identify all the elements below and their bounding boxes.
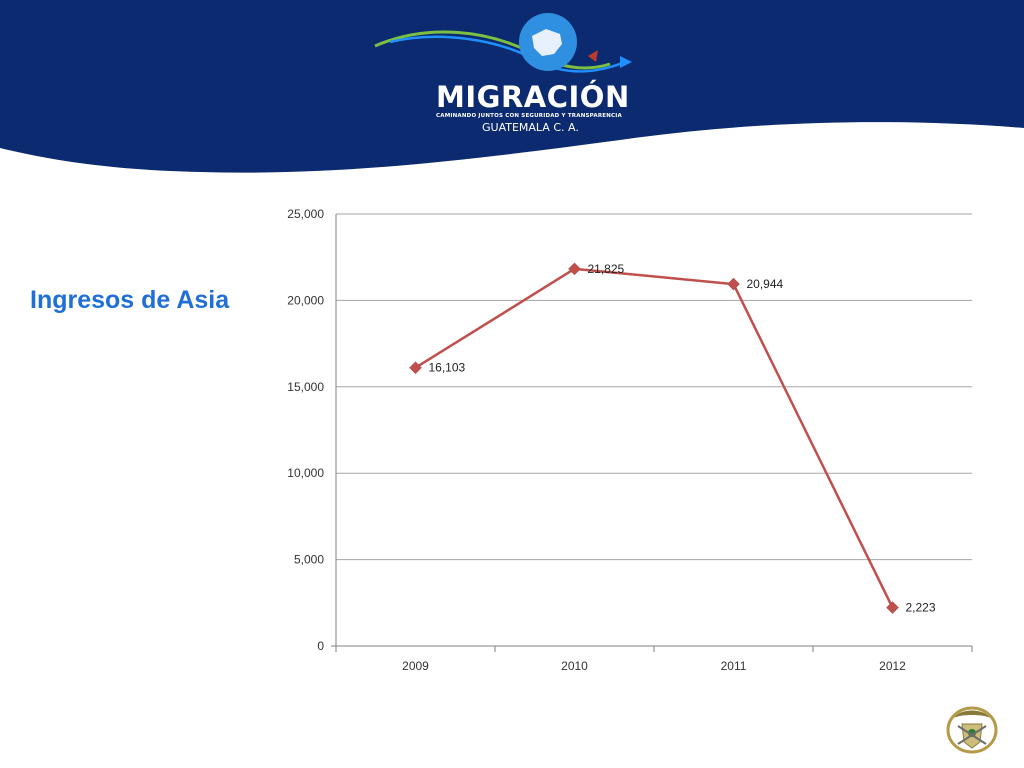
y-tick-label: 20,000	[287, 293, 324, 307]
logo-tagline: CAMINANDO JUNTOS CON SEGURIDAD Y TRANSPA…	[436, 113, 622, 119]
coat-of-arms-icon	[946, 706, 998, 754]
data-point-marker	[727, 277, 740, 291]
x-tick-label: 2012	[879, 659, 906, 673]
slide-title: Ingresos de Asia	[30, 286, 230, 314]
chart-markers	[409, 262, 899, 614]
x-tick-label: 2011	[721, 659, 747, 673]
data-label: 16,103	[429, 361, 466, 375]
logo-country: GUATEMALA C. A.	[482, 121, 579, 134]
y-tick-label: 10,000	[287, 466, 324, 480]
logo-title: MIGRACIÓN	[436, 80, 630, 114]
data-label: 21,825	[588, 262, 625, 276]
data-point-marker	[409, 361, 422, 375]
migracion-logo: MIGRACIÓN CAMINANDO JUNTOS CON SEGURIDAD…	[370, 12, 650, 134]
y-tick-label: 0	[317, 639, 324, 653]
y-tick-label: 15,000	[287, 380, 324, 394]
header-banner	[0, 0, 1024, 173]
y-tick-label: 25,000	[287, 207, 324, 221]
chart-data-labels: 16,103 21,825 20,944 2,223	[429, 262, 936, 615]
data-label: 20,944	[747, 277, 784, 291]
logo-swoosh-icon	[374, 13, 632, 73]
y-tick-label: 5,000	[294, 553, 324, 567]
data-label: 2,223	[906, 601, 936, 615]
chart-gridlines	[336, 213, 972, 561]
data-point-marker	[568, 262, 581, 276]
chart-series	[414, 267, 894, 609]
x-tick-label: 2009	[402, 659, 429, 673]
chart-axes: 0 5,000 10,000 15,000 20,000 25,000 2009 2010 20…	[287, 207, 973, 673]
data-point-marker	[886, 601, 899, 614]
x-tick-label: 2010	[561, 659, 588, 673]
series-line	[414, 267, 894, 609]
line-chart: 0 5,000 10,000 15,000 20,000 25,000 2009 2010 20…	[287, 207, 973, 673]
